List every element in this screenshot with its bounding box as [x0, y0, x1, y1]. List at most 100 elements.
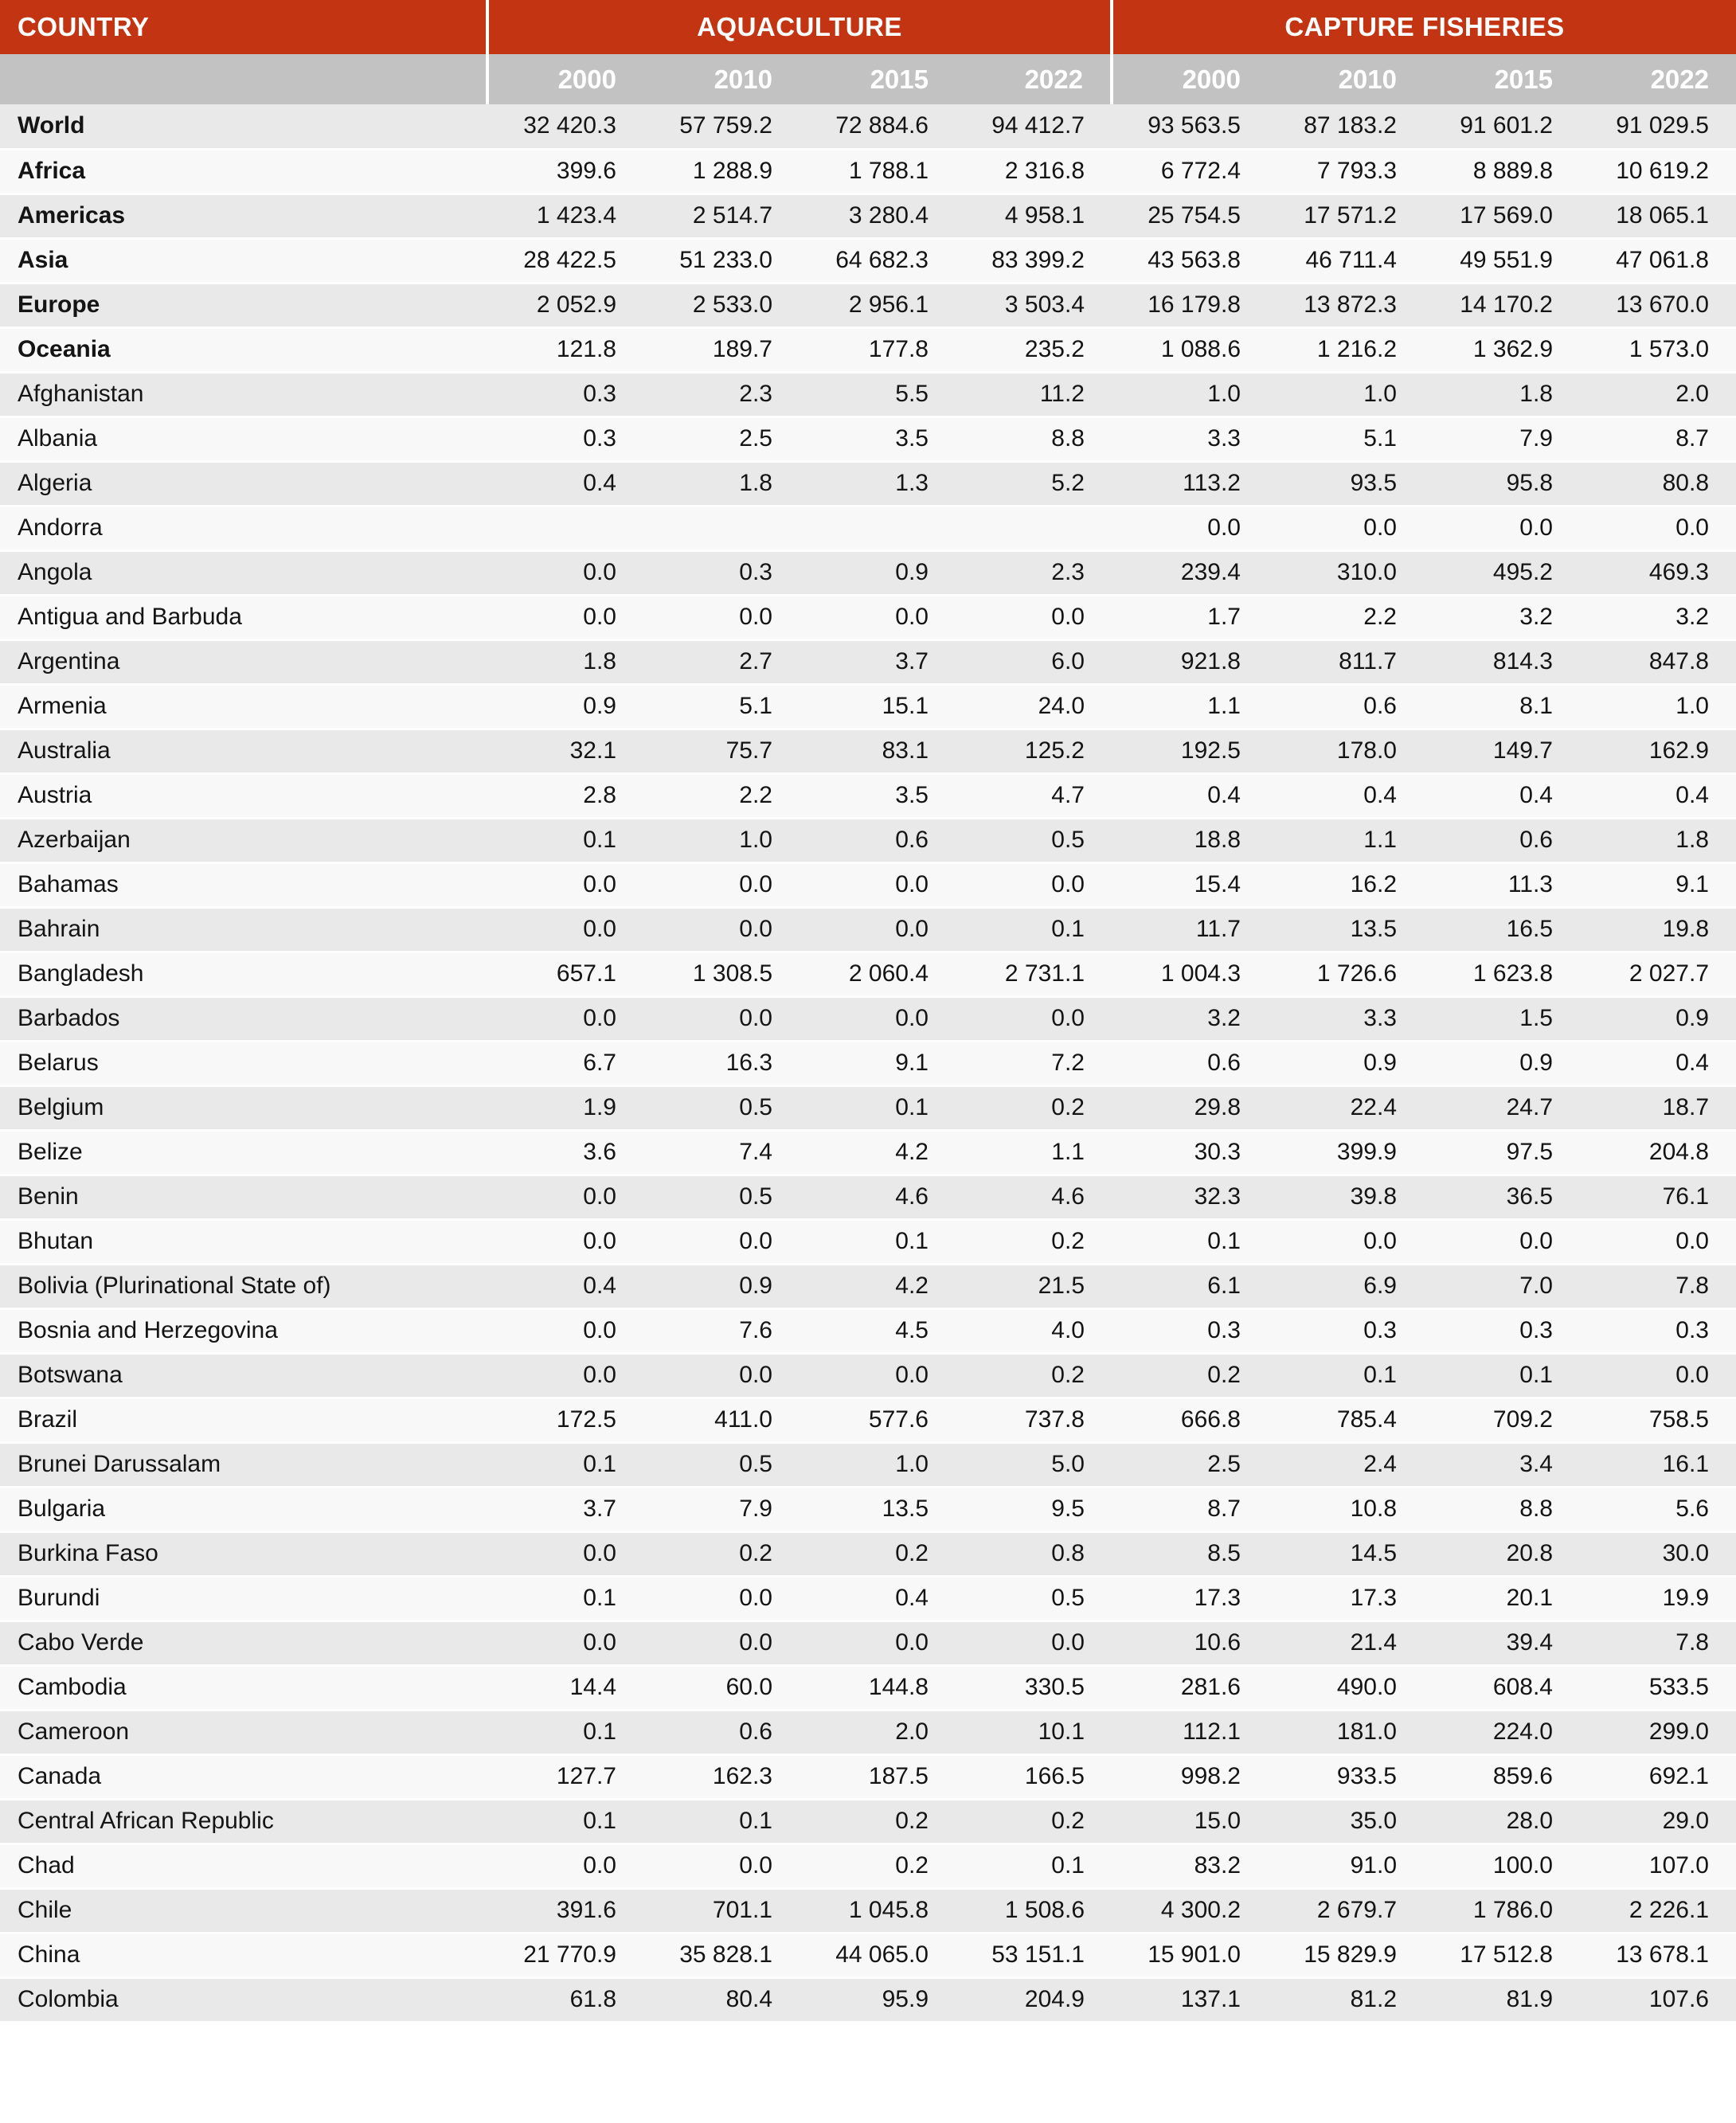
value-cell: 0.0: [956, 996, 1112, 1042]
value-cell: 0.0: [1580, 1219, 1736, 1265]
value-cell: 0.0: [487, 550, 643, 596]
value-cell: 6.7: [487, 1041, 643, 1087]
value-cell: 0.0: [487, 1843, 643, 1890]
value-cell: 17.3: [1112, 1576, 1268, 1622]
value-cell: 0.0: [643, 1843, 800, 1890]
value-cell: 0.6: [1424, 818, 1580, 864]
value-cell: 10.6: [1112, 1621, 1268, 1667]
table-row: Chile 391.6 701.1 1 045.8 1 508.6 4 300.2 2 67…: [0, 1888, 1736, 1934]
value-cell: 0.3: [487, 416, 643, 463]
value-cell: 608.4: [1424, 1665, 1580, 1711]
value-cell: 8.5: [1112, 1531, 1268, 1578]
country-cell: Cambodia: [0, 1665, 487, 1711]
value-cell: 0.0: [800, 1353, 956, 1399]
table-row: Afghanistan 0.3 2.3 5.5 11.2 1.0 1.0 1.8 2.0: [0, 372, 1736, 418]
value-cell: 172.5: [487, 1398, 643, 1444]
value-cell: 0.0: [1580, 1353, 1736, 1399]
value-cell: 3.5: [800, 416, 956, 463]
value-cell: 181.0: [1268, 1710, 1424, 1756]
value-cell: 80.4: [643, 1977, 800, 2023]
table-row: Benin 0.0 0.5 4.6 4.6 32.3 39.8 36.5 76.1: [0, 1175, 1736, 1221]
year-header-cf-2000: 2000: [1112, 54, 1268, 104]
value-cell: 35 828.1: [643, 1933, 800, 1979]
value-cell: 83.2: [1112, 1843, 1268, 1890]
value-cell: 469.3: [1580, 550, 1736, 596]
country-cell: Botswana: [0, 1353, 487, 1399]
value-cell: 91 601.2: [1424, 104, 1580, 151]
country-cell: Azerbaijan: [0, 818, 487, 864]
table-row: Bosnia and Herzegovina 0.0 7.6 4.5 4.0 0.3 0.3…: [0, 1308, 1736, 1355]
value-cell: 81.9: [1424, 1977, 1580, 2023]
value-cell: 1 726.6: [1268, 952, 1424, 998]
country-cell: Cameroon: [0, 1710, 487, 1756]
value-cell: [643, 506, 800, 552]
value-cell: 43 563.8: [1112, 238, 1268, 284]
value-cell: 0.0: [800, 862, 956, 909]
value-cell: 785.4: [1268, 1398, 1424, 1444]
value-cell: 9.1: [1580, 862, 1736, 909]
value-cell: 0.1: [487, 1576, 643, 1622]
value-cell: 16.3: [643, 1041, 800, 1087]
value-cell: 0.6: [800, 818, 956, 864]
value-cell: 0.1: [956, 907, 1112, 953]
value-cell: 30.3: [1112, 1130, 1268, 1176]
value-cell: 204.8: [1580, 1130, 1736, 1176]
value-cell: 1.0: [1580, 684, 1736, 730]
table-row: Cabo Verde 0.0 0.0 0.0 0.0 10.6 21.4 39.4 7.8: [0, 1621, 1736, 1667]
value-cell: 0.0: [487, 1531, 643, 1578]
value-cell: 17 512.8: [1424, 1933, 1580, 1979]
value-cell: 32.1: [487, 729, 643, 775]
value-cell: 3.3: [1112, 416, 1268, 463]
value-cell: 18.7: [1580, 1085, 1736, 1132]
country-cell: Afghanistan: [0, 372, 487, 418]
value-cell: 61.8: [487, 1977, 643, 2023]
value-cell: 0.4: [1580, 773, 1736, 819]
value-cell: 121.8: [487, 327, 643, 373]
table-row: Australia 32.1 75.7 83.1 125.2 192.5 178.0 149.…: [0, 729, 1736, 775]
table-row: Cameroon 0.1 0.6 2.0 10.1 112.1 181.0 224.0 299.…: [0, 1710, 1736, 1756]
country-cell: Brazil: [0, 1398, 487, 1444]
table-row: Chad 0.0 0.0 0.2 0.1 83.2 91.0 100.0 107.0: [0, 1843, 1736, 1890]
country-cell: Canada: [0, 1754, 487, 1800]
value-cell: 4.2: [800, 1130, 956, 1176]
value-cell: 235.2: [956, 327, 1112, 373]
value-cell: 0.4: [1424, 773, 1580, 819]
value-cell: 10.8: [1268, 1487, 1424, 1533]
table-row: Oceania 121.8 189.7 177.8 235.2 1 088.6 1 216.…: [0, 327, 1736, 373]
country-cell: Antigua and Barbuda: [0, 595, 487, 641]
value-cell: 57 759.2: [643, 104, 800, 151]
value-cell: 39.4: [1424, 1621, 1580, 1667]
value-cell: 0.1: [800, 1085, 956, 1132]
value-cell: 1 216.2: [1268, 327, 1424, 373]
value-cell: 0.9: [643, 1264, 800, 1310]
value-cell: 811.7: [1268, 639, 1424, 686]
value-cell: 0.0: [487, 1621, 643, 1667]
value-cell: [800, 506, 956, 552]
value-cell: 24.0: [956, 684, 1112, 730]
value-cell: 5.1: [1268, 416, 1424, 463]
value-cell: 330.5: [956, 1665, 1112, 1711]
table-row: Bulgaria 3.7 7.9 13.5 9.5 8.7 10.8 8.8 5.6: [0, 1487, 1736, 1533]
value-cell: 2.3: [956, 550, 1112, 596]
value-cell: 0.0: [643, 862, 800, 909]
value-cell: 0.0: [1112, 506, 1268, 552]
value-cell: 8.8: [956, 416, 1112, 463]
value-cell: 83 399.2: [956, 238, 1112, 284]
country-cell: Chile: [0, 1888, 487, 1934]
value-cell: 0.0: [643, 996, 800, 1042]
country-cell: Belgium: [0, 1085, 487, 1132]
value-cell: 81.2: [1268, 1977, 1424, 2023]
table-row: Africa 399.6 1 288.9 1 788.1 2 316.8 6 772.4 7…: [0, 149, 1736, 195]
value-cell: 666.8: [1112, 1398, 1268, 1444]
value-cell: 113.2: [1112, 461, 1268, 507]
value-cell: 1 623.8: [1424, 952, 1580, 998]
value-cell: 391.6: [487, 1888, 643, 1934]
value-cell: 0.2: [643, 1531, 800, 1578]
value-cell: 0.0: [643, 595, 800, 641]
value-cell: 998.2: [1112, 1754, 1268, 1800]
value-cell: 8.7: [1112, 1487, 1268, 1533]
value-cell: 3 503.4: [956, 283, 1112, 329]
table-row: Americas 1 423.4 2 514.7 3 280.4 4 958.1 25 7…: [0, 194, 1736, 240]
capture-fisheries-group-header: CAPTURE FISHERIES: [1112, 0, 1736, 54]
value-cell: 0.0: [487, 907, 643, 953]
